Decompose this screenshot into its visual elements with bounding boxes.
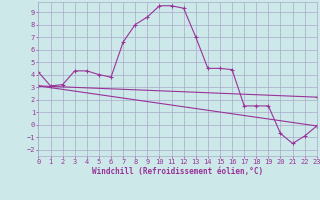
X-axis label: Windchill (Refroidissement éolien,°C): Windchill (Refroidissement éolien,°C) — [92, 167, 263, 176]
